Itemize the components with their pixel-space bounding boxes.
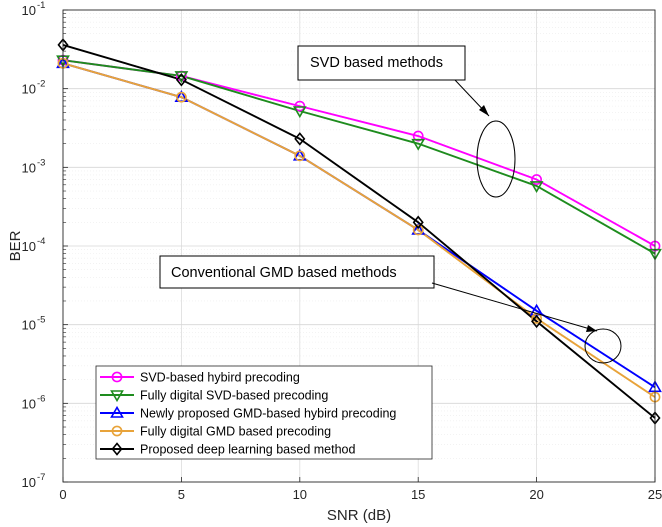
data-point-1-3 bbox=[411, 138, 426, 151]
y-tick-label: 10 bbox=[22, 475, 36, 490]
x-tick-label: 15 bbox=[411, 487, 425, 502]
annotation-gmd: Conventional GMD based methods bbox=[159, 255, 622, 364]
series-line-3 bbox=[62, 62, 656, 398]
y-tick-label: 10 bbox=[22, 3, 36, 18]
y-tick-label: 10 bbox=[22, 396, 36, 411]
data-point-4-3 bbox=[412, 215, 424, 230]
legend-label-2: Newly proposed GMD-based hybird precodin… bbox=[140, 407, 396, 421]
data-point-3-1 bbox=[175, 91, 187, 103]
data-point-4-4 bbox=[531, 314, 543, 329]
x-tick-label: 10 bbox=[293, 487, 307, 502]
y-tick-label-exponent: -1 bbox=[37, 0, 45, 11]
annotation-svd: SVD based methods bbox=[297, 45, 516, 198]
data-point-4-2 bbox=[294, 132, 306, 146]
y-tick-label: 10 bbox=[22, 318, 36, 333]
y-tick-label: 10 bbox=[22, 160, 36, 175]
x-tick-label: 5 bbox=[178, 487, 185, 502]
y-tick-label-exponent: -4 bbox=[37, 236, 45, 247]
y-tick-labels: 10-710-610-510-410-310-210-1 bbox=[22, 0, 68, 490]
data-point-3-2 bbox=[294, 150, 306, 162]
minor-grid bbox=[63, 13, 655, 459]
legend-label-0: SVD-based hybird precoding bbox=[140, 371, 300, 385]
data-point-1-2 bbox=[292, 106, 307, 119]
y-tick-label-exponent: -7 bbox=[37, 472, 45, 483]
legend: SVD-based hybird precoding Fully digital … bbox=[95, 365, 433, 460]
legend-marker-1 bbox=[110, 390, 124, 403]
x-tick-labels: 0 5 10 15 20 25 bbox=[59, 477, 662, 502]
x-tick-label: 20 bbox=[529, 487, 543, 502]
data-point-3-3 bbox=[412, 224, 424, 236]
legend-label-1: Fully digital SVD-based precoding bbox=[140, 389, 328, 403]
x-tick-label: 0 bbox=[59, 487, 66, 502]
y-tick-label-exponent: -6 bbox=[37, 393, 45, 404]
legend-box bbox=[95, 365, 433, 460]
y-tick-label: 10 bbox=[22, 239, 36, 254]
data-point-0-2 bbox=[294, 100, 306, 112]
annotation-gmd-text: Conventional GMD based methods bbox=[171, 265, 397, 281]
annotation-svd-text: SVD based methods bbox=[310, 55, 443, 71]
legend-label-3: Fully digital GMD based precoding bbox=[140, 425, 331, 439]
legend-label-4: Proposed deep learning based method bbox=[140, 443, 355, 457]
y-tick-label-exponent: -2 bbox=[37, 79, 45, 90]
y-tick-label-exponent: -5 bbox=[37, 315, 45, 326]
legend-marker-4 bbox=[111, 442, 123, 456]
x-axis-label: SNR (dB) bbox=[327, 507, 391, 524]
series-lines bbox=[62, 43, 656, 419]
legend-marker-2 bbox=[110, 405, 124, 418]
y-tick-label: 10 bbox=[22, 82, 36, 97]
data-point-1-4 bbox=[529, 181, 544, 194]
series-line-4 bbox=[62, 43, 656, 419]
y-tick-label-exponent: -3 bbox=[37, 157, 45, 168]
data-point-0-3 bbox=[412, 130, 424, 142]
y-axis-label: BER bbox=[7, 230, 24, 261]
data-point-0-4 bbox=[531, 174, 542, 185]
x-tick-label: 25 bbox=[648, 487, 662, 502]
data-point-4-1 bbox=[175, 72, 187, 87]
legend-marker-3 bbox=[111, 425, 123, 437]
legend-marker-0 bbox=[111, 371, 123, 383]
